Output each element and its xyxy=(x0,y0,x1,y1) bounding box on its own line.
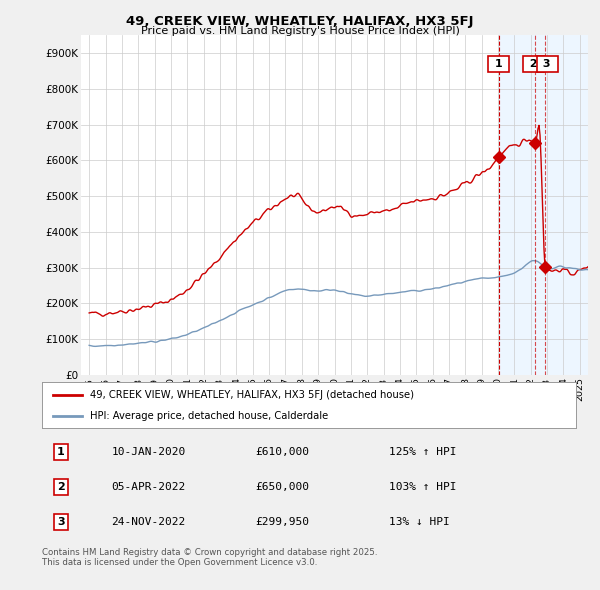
Text: Price paid vs. HM Land Registry's House Price Index (HPI): Price paid vs. HM Land Registry's House … xyxy=(140,26,460,36)
Text: £650,000: £650,000 xyxy=(256,482,310,491)
Text: HPI: Average price, detached house, Calderdale: HPI: Average price, detached house, Cald… xyxy=(90,411,328,421)
Text: 3: 3 xyxy=(539,59,555,69)
Text: 1: 1 xyxy=(491,59,506,69)
Text: 125% ↑ HPI: 125% ↑ HPI xyxy=(389,447,457,457)
Text: £299,950: £299,950 xyxy=(256,517,310,527)
Text: 05-APR-2022: 05-APR-2022 xyxy=(112,482,185,491)
Bar xyxy=(499,35,588,375)
Text: 49, CREEK VIEW, WHEATLEY, HALIFAX, HX3 5FJ (detached house): 49, CREEK VIEW, WHEATLEY, HALIFAX, HX3 5… xyxy=(90,389,414,399)
Text: 24-NOV-2022: 24-NOV-2022 xyxy=(112,517,185,527)
Text: 1: 1 xyxy=(57,447,65,457)
Text: £610,000: £610,000 xyxy=(256,447,310,457)
Text: 3: 3 xyxy=(57,517,65,527)
Text: 13% ↓ HPI: 13% ↓ HPI xyxy=(389,517,450,527)
Text: 2: 2 xyxy=(57,482,65,491)
Text: 2: 2 xyxy=(526,59,541,69)
Text: 49, CREEK VIEW, WHEATLEY, HALIFAX, HX3 5FJ: 49, CREEK VIEW, WHEATLEY, HALIFAX, HX3 5… xyxy=(126,15,474,28)
Text: 10-JAN-2020: 10-JAN-2020 xyxy=(112,447,185,457)
Text: Contains HM Land Registry data © Crown copyright and database right 2025.
This d: Contains HM Land Registry data © Crown c… xyxy=(42,548,377,567)
Text: 103% ↑ HPI: 103% ↑ HPI xyxy=(389,482,457,491)
